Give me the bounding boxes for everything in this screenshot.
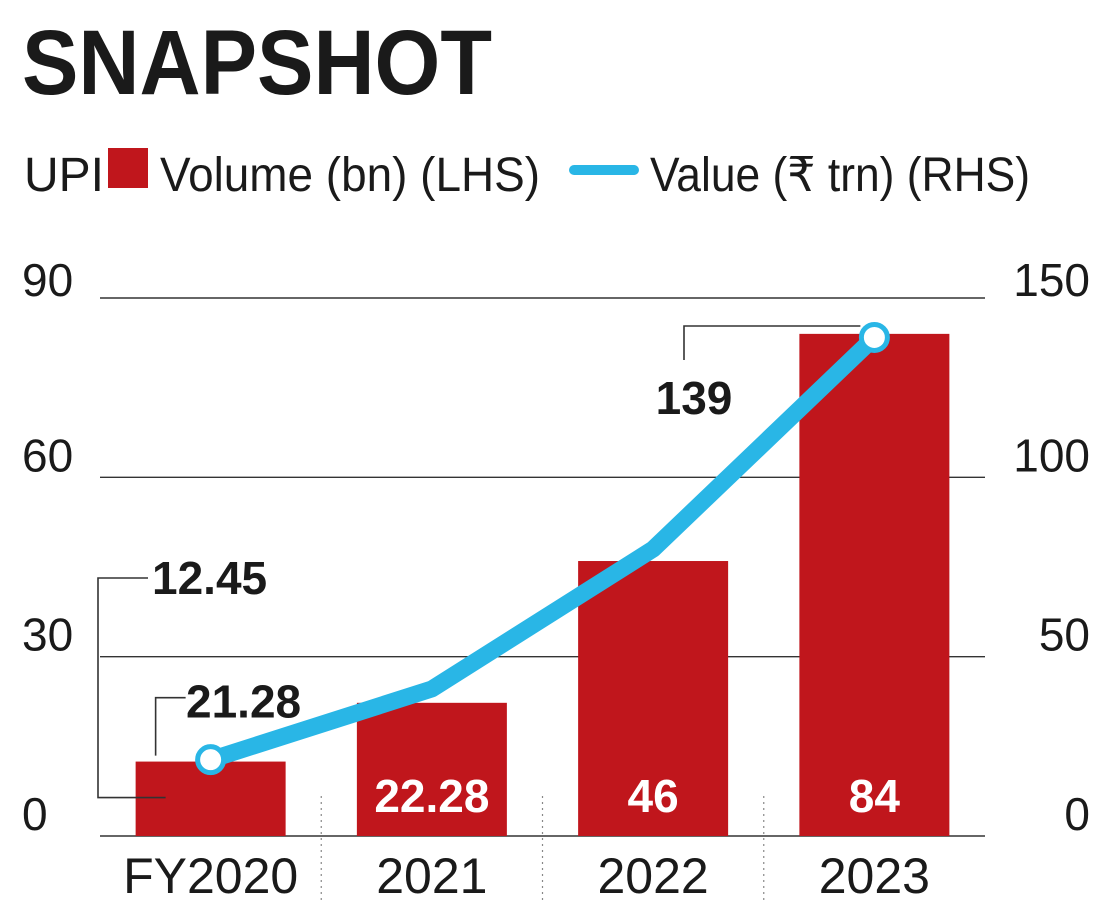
category-labels: FY2020 2021 2022 2023 (123, 848, 930, 904)
line-label-leader (154, 696, 186, 756)
legend-value-label: Value (₹ trn) (RHS) (650, 149, 1030, 202)
line-data-label: 139 (656, 372, 733, 424)
chart-title: SNAPSHOT (22, 12, 492, 114)
line-series (195, 321, 890, 776)
left-tick-label: 0 (22, 788, 48, 840)
bar-series (135, 333, 950, 836)
right-tick-label: 50 (1039, 609, 1090, 661)
right-tick-label: 150 (1013, 254, 1090, 306)
left-tick-label: 90 (22, 254, 73, 306)
line-label-leader (683, 325, 861, 360)
category-label: 2022 (598, 848, 709, 904)
right-tick-label: 0 (1064, 788, 1090, 840)
bar-data-label: 12.45 (152, 552, 267, 604)
legend: UPI Volume (bn) (LHS) Value (₹ trn) (RHS… (24, 148, 1030, 202)
volume-bar (799, 333, 950, 836)
volume-bar (356, 702, 507, 836)
left-axis: 0 30 60 90 (22, 254, 73, 840)
legend-volume-label: Volume (bn) (LHS) (160, 149, 540, 202)
bar-data-label: 22.28 (374, 770, 489, 822)
volume-bar (578, 561, 729, 836)
category-label: FY2020 (123, 848, 298, 904)
value-line (202, 328, 883, 769)
bar-data-label: 46 (628, 770, 679, 822)
bar-data-labels: 21.28 139 12.45 22.28 46 84 (152, 372, 900, 822)
right-tick-label: 100 (1013, 429, 1090, 481)
left-tick-label: 30 (22, 609, 73, 661)
right-axis: 0 50 100 150 (1013, 254, 1090, 840)
bar-label-leader (97, 577, 166, 799)
category-label: 2021 (376, 848, 487, 904)
bar-data-label: 84 (849, 770, 901, 822)
legend-bar-swatch (108, 148, 148, 188)
legend-prefix: UPI (24, 149, 104, 202)
line-data-label: 21.28 (186, 676, 301, 728)
category-label: 2023 (819, 848, 930, 904)
left-tick-label: 60 (22, 429, 73, 481)
value-point-marker (195, 744, 227, 776)
value-point-marker (858, 321, 890, 353)
label-leaders (97, 325, 861, 799)
